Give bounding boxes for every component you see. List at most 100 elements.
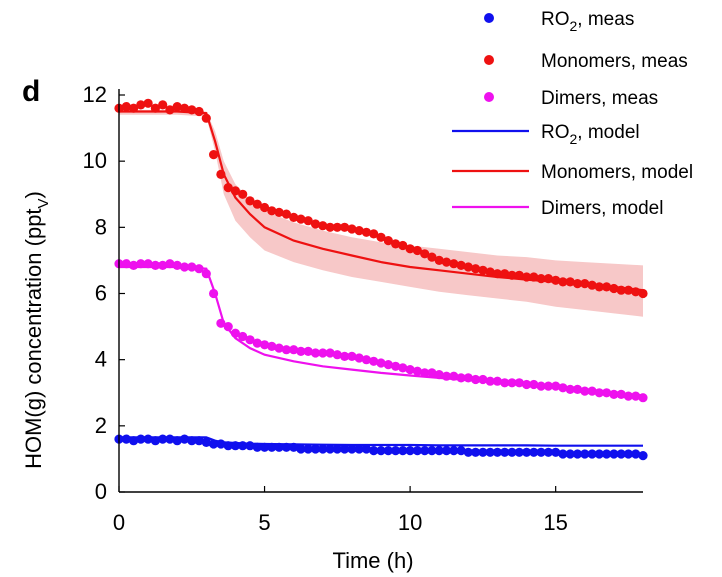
monomers_meas-point <box>281 209 291 219</box>
monomers_meas-point <box>194 106 204 117</box>
ro2_meas-point <box>405 446 415 456</box>
ro2_meas-point <box>558 449 568 459</box>
ro2_meas-point <box>209 439 219 449</box>
dimers_meas-point <box>216 318 226 328</box>
monomers_meas-point <box>609 283 619 294</box>
legend-item-dimers_meas: Dimers, meas <box>484 88 658 109</box>
dimers_meas-point <box>129 260 139 270</box>
monomers_meas-point <box>369 229 379 239</box>
legend-label-main: Dimers, model <box>541 198 663 219</box>
dimers_meas-point <box>376 358 386 368</box>
ro2_meas-point <box>325 444 335 454</box>
monomers_meas-point <box>391 239 401 249</box>
monomers_meas-point <box>354 226 364 236</box>
ro2_meas-point <box>449 446 459 456</box>
monomers_meas-point <box>201 113 211 123</box>
dimers_meas-point <box>594 388 604 398</box>
monomers_meas-point <box>434 255 444 265</box>
ro2_meas-point <box>587 449 597 459</box>
dimers_meas-point <box>529 379 539 390</box>
ro2_meas-point <box>289 442 299 452</box>
monomers_meas-point <box>478 265 488 275</box>
dimers_meas-point <box>332 350 342 360</box>
monomers_meas-point <box>383 236 393 246</box>
legend-label: Dimers, model <box>541 198 663 219</box>
legend-marker <box>484 13 494 23</box>
dimers_meas-point <box>347 351 357 361</box>
monomers_meas-series <box>114 98 648 299</box>
monomers_meas-point <box>129 103 139 113</box>
dimers_meas-point <box>281 345 291 355</box>
legend-label-rest: , meas <box>577 9 634 30</box>
dimers_meas-point <box>572 384 583 394</box>
monomers_meas-point <box>252 199 262 209</box>
ro2_meas-point <box>551 447 561 457</box>
monomers_meas-point <box>602 282 612 292</box>
monomers_meas-point <box>492 269 502 279</box>
dimers_meas-point <box>303 346 313 356</box>
dimers_meas-point <box>536 381 546 391</box>
monomers_meas-point <box>303 216 313 226</box>
dimers_meas-point <box>201 269 211 279</box>
dimers_meas-point <box>427 368 437 378</box>
dimers_meas-point <box>398 363 408 373</box>
monomers_meas-point <box>543 274 554 284</box>
dimers_meas-point <box>369 356 379 366</box>
dimers_meas-point <box>405 365 415 375</box>
y-tick-label: 4 <box>95 347 107 372</box>
monomers_meas-point <box>572 279 583 289</box>
ro2_meas-point <box>514 447 524 457</box>
ro2_meas-point <box>471 447 481 457</box>
monomers_meas-point <box>289 212 299 222</box>
legend-item-ro2_model: RO2, model <box>452 122 640 147</box>
monomers_meas-point <box>412 245 422 256</box>
dimers_meas-point <box>179 262 190 272</box>
axes <box>118 89 643 493</box>
dimers_meas-point <box>507 378 517 388</box>
ro2_meas-point <box>129 436 139 446</box>
ro2_meas-point <box>201 437 211 447</box>
ro2_meas-point <box>216 439 226 449</box>
dimers_meas-point <box>383 360 393 370</box>
ro2_meas-point <box>485 447 495 457</box>
monomers_meas-point <box>216 169 226 179</box>
dimers_meas-point <box>587 386 597 396</box>
ro2_meas-point <box>252 442 262 452</box>
dimers_meas-point <box>616 389 626 399</box>
dimers_meas-point <box>565 384 575 394</box>
ro2_meas-point <box>158 434 168 444</box>
legend-label-rest: , model <box>577 122 639 143</box>
dimers_meas-point <box>543 381 554 391</box>
dimers_meas-point <box>514 378 524 388</box>
ro2_meas-point <box>260 442 270 452</box>
dimers_meas-point <box>274 343 284 353</box>
ro2_meas-point <box>616 449 626 459</box>
measured-points-layer <box>114 98 648 461</box>
monomers_meas-point <box>230 186 240 196</box>
dimers_meas-point <box>449 371 459 381</box>
ro2_meas-point <box>623 449 634 459</box>
monomers_meas-point <box>296 214 306 224</box>
ro2_meas-point <box>340 444 350 454</box>
y-axis-title-subscript: V <box>35 198 52 208</box>
dimers_meas-point <box>318 348 328 358</box>
dimers_meas-point <box>471 374 481 385</box>
ro2_meas-point <box>478 447 488 457</box>
dimers_meas-point <box>420 368 430 378</box>
dimers_meas-point <box>136 259 146 269</box>
ro2_meas-point <box>347 444 357 454</box>
legend-label: RO2, model <box>541 122 640 147</box>
monomers_meas-point <box>260 202 270 213</box>
dimers_meas-point <box>267 341 277 351</box>
y-tick-label: 0 <box>95 479 107 504</box>
ro2_meas-point <box>383 446 393 456</box>
ro2_meas-point <box>412 446 422 456</box>
monomers_meas-point <box>310 219 321 229</box>
dimers_meas-point <box>121 259 131 269</box>
ro2_meas-point <box>143 434 153 444</box>
ro2_meas-point <box>318 444 328 454</box>
monomers_meas-point <box>551 275 561 285</box>
ro2_meas-point <box>529 447 539 457</box>
ro2_meas-series <box>114 434 648 461</box>
ro2_meas-point <box>245 441 255 451</box>
